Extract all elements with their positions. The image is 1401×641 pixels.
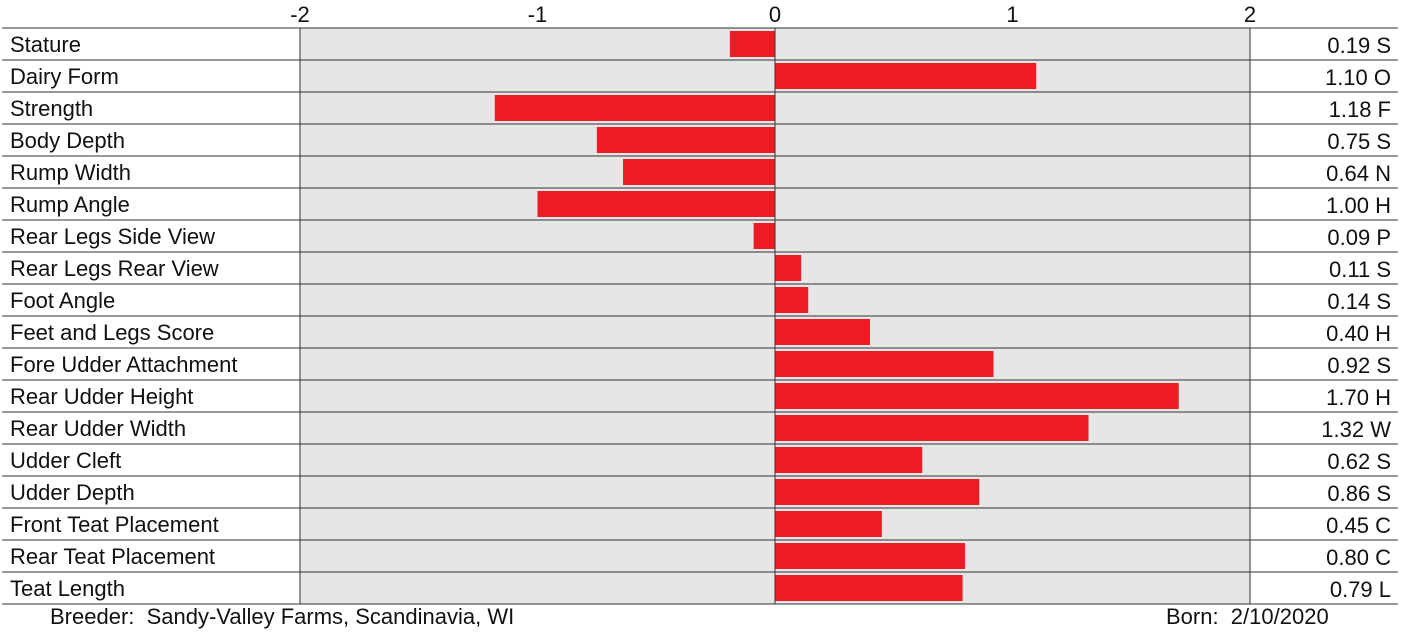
- x-tick-label: 2: [1244, 2, 1256, 27]
- breeder-text: Breeder: Sandy-Valley Farms, Scandinavia…: [50, 604, 515, 629]
- trait-label: Dairy Form: [10, 64, 119, 89]
- bar: [775, 575, 963, 601]
- trait-label: Rear Legs Rear View: [10, 256, 219, 281]
- trait-label: Stature: [10, 32, 81, 57]
- bar: [775, 511, 882, 537]
- bar: [775, 319, 870, 345]
- trait-label: Rear Teat Placement: [10, 544, 215, 569]
- trait-label: Strength: [10, 96, 93, 121]
- x-tick-label: 1: [1006, 2, 1018, 27]
- trait-label: Rear Udder Width: [10, 416, 186, 441]
- trait-value-label: 1.70 H: [1326, 385, 1391, 410]
- trait-label: Front Teat Placement: [10, 512, 219, 537]
- trait-value-label: 1.00 H: [1326, 193, 1391, 218]
- trait-label: Foot Angle: [10, 288, 115, 313]
- bar: [775, 287, 809, 313]
- trait-label: Rump Width: [10, 160, 131, 185]
- trait-label: Rear Udder Height: [10, 384, 193, 409]
- trait-label: Feet and Legs Score: [10, 320, 214, 345]
- trait-label: Rear Legs Side View: [10, 224, 215, 249]
- trait-value-label: 0.14 S: [1327, 289, 1391, 314]
- trait-value-label: 0.64 N: [1326, 161, 1391, 186]
- bar: [537, 191, 775, 217]
- trait-value-label: 1.32 W: [1321, 417, 1391, 442]
- trait-value-label: 0.40 H: [1326, 321, 1391, 346]
- born-date-text: Born: 2/10/2020: [1166, 604, 1329, 629]
- x-tick-label: -2: [290, 2, 310, 27]
- trait-label: Body Depth: [10, 128, 125, 153]
- bar: [775, 479, 980, 505]
- trait-value-label: 0.19 S: [1327, 33, 1391, 58]
- trait-value-label: 1.18 F: [1329, 97, 1391, 122]
- trait-value-label: 0.62 S: [1327, 449, 1391, 474]
- trait-label: Rump Angle: [10, 192, 130, 217]
- bar: [775, 543, 965, 569]
- trait-value-label: 0.11 S: [1329, 257, 1391, 282]
- bar: [729, 31, 775, 57]
- bar: [775, 63, 1037, 89]
- trait-value-label: 0.79 L: [1330, 577, 1391, 602]
- bar: [775, 415, 1089, 441]
- x-tick-label: -1: [528, 2, 548, 27]
- x-tick-label: 0: [769, 2, 781, 27]
- trait-value-label: 0.80 C: [1326, 545, 1391, 570]
- bar: [775, 383, 1179, 409]
- bar: [494, 95, 775, 121]
- trait-label: Fore Udder Attachment: [10, 352, 237, 377]
- bar: [596, 127, 775, 153]
- trait-value-label: 0.09 P: [1327, 225, 1391, 250]
- trait-value-label: 1.10 O: [1325, 65, 1391, 90]
- trait-label: Teat Length: [10, 576, 125, 601]
- bar: [775, 351, 994, 377]
- bar: [753, 223, 775, 249]
- trait-label: Udder Depth: [10, 480, 135, 505]
- trait-value-label: 0.86 S: [1327, 481, 1391, 506]
- trait-value-label: 0.45 C: [1326, 513, 1391, 538]
- trait-label: Udder Cleft: [10, 448, 121, 473]
- bar: [775, 255, 802, 281]
- bar: [775, 447, 923, 473]
- trait-value-label: 0.92 S: [1327, 353, 1391, 378]
- bar: [623, 159, 775, 185]
- trait-value-label: 0.75 S: [1327, 129, 1391, 154]
